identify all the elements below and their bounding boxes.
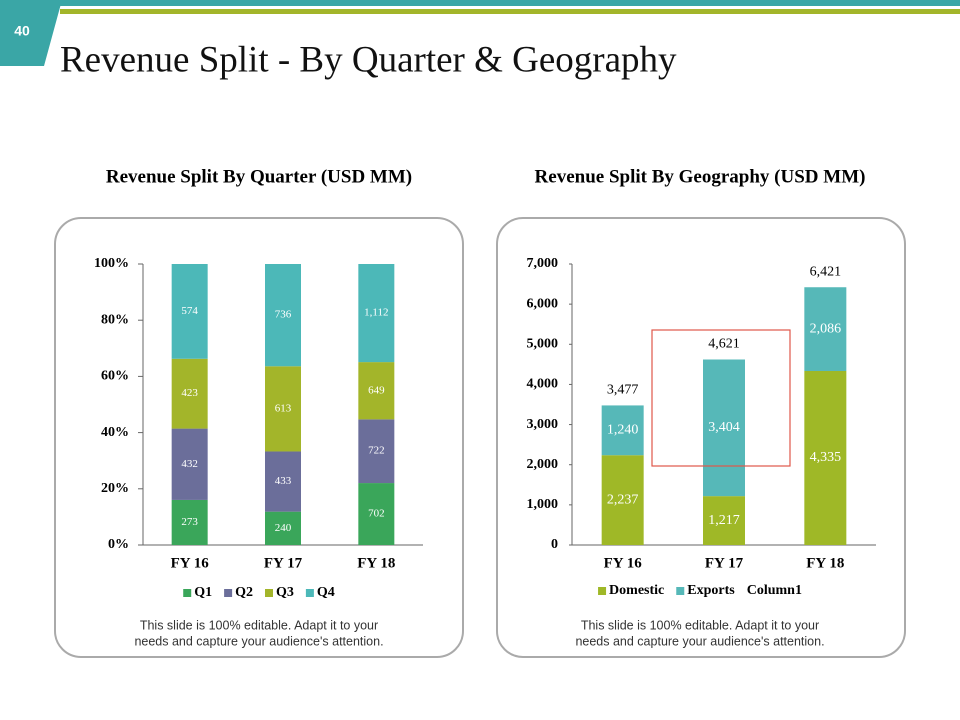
legend-swatch — [183, 589, 192, 597]
x-tick-label: FY 16 — [171, 555, 210, 571]
data-label: 433 — [275, 475, 292, 487]
note: needs and capture your audience's attent… — [575, 634, 824, 648]
data-label: 240 — [275, 522, 292, 534]
bar-segment — [804, 370, 847, 545]
y-tick-label: 7,000 — [527, 256, 559, 271]
data-label: 1,240 — [607, 423, 639, 438]
data-label: 1,217 — [708, 513, 740, 528]
legend: Domestic Exports Column1 — [598, 583, 802, 598]
y-tick-label: 100% — [94, 256, 129, 271]
y-tick-label: 20% — [101, 481, 129, 496]
legend-swatch — [265, 589, 273, 597]
chart-title: Revenue Split By Geography (USD MM) — [535, 166, 866, 187]
legend-label: Q4 — [317, 585, 335, 600]
bar-segment — [171, 428, 208, 500]
bar-segment — [804, 287, 847, 371]
y-tick-label: 80% — [101, 312, 129, 327]
legend-swatch — [598, 587, 607, 595]
bar-segment — [358, 264, 395, 363]
data-label: 3,404 — [708, 420, 740, 435]
bar-segment — [171, 499, 208, 545]
legend-label: Q1 — [194, 585, 212, 600]
bar-segment — [703, 359, 745, 497]
bar-segment — [171, 358, 208, 429]
bar-segment — [265, 511, 301, 545]
data-label: 273 — [181, 516, 198, 528]
bar-segment — [703, 496, 745, 545]
panel — [496, 217, 906, 658]
bar-segment — [265, 451, 301, 512]
note: This slide is 100% editable. Adapt it to… — [140, 618, 378, 632]
y-tick-label: 60% — [101, 369, 129, 384]
note: needs and capture your audience's attent… — [134, 634, 383, 648]
bar-segment — [358, 483, 395, 545]
page-number: 40 — [14, 23, 30, 39]
y-tick-label: 5,000 — [527, 337, 559, 352]
y-tick-label: 0 — [551, 537, 558, 552]
legend-swatch — [224, 589, 233, 597]
data-label: 432 — [181, 458, 198, 470]
x-tick-label: FY 17 — [705, 555, 744, 571]
legend-label: Column1 — [747, 583, 802, 598]
data-label: 423 — [181, 387, 198, 399]
legend-label: Exports — [687, 583, 735, 598]
bar-segment — [265, 264, 301, 367]
highlight-box — [651, 329, 791, 467]
bar-segment — [601, 405, 644, 456]
x-tick-label: FY 18 — [806, 555, 844, 571]
bar-segment — [358, 362, 395, 420]
chart-2: Revenue Split By Geography (USD MM) 0 1,00… — [527, 166, 876, 648]
bar-segment — [358, 419, 395, 484]
y-tick-label: 2,000 — [527, 457, 559, 472]
bar-segment — [265, 366, 301, 452]
x-tick-label: FY 17 — [264, 555, 303, 571]
total-label: 6,421 — [810, 264, 842, 279]
data-label: 4,335 — [810, 450, 842, 465]
note: This slide is 100% editable. Adapt it to… — [581, 618, 819, 632]
y-tick-label: 40% — [101, 425, 129, 440]
legend-label: Domestic — [609, 583, 664, 598]
legend: Q1 Q2 Q3 Q4 — [183, 585, 335, 600]
data-label: 574 — [181, 305, 198, 317]
top-stripe — [0, 0, 960, 6]
data-label: 702 — [368, 508, 385, 520]
total-label: 3,477 — [607, 383, 639, 398]
total-label: 4,621 — [708, 337, 740, 352]
data-label: 722 — [368, 445, 385, 457]
slide-title: Revenue Split - By Quarter & Geography — [60, 39, 677, 80]
legend-label: Q3 — [276, 585, 294, 600]
chart-1: Revenue Split By Quarter (USD MM) 0% 20% 40… — [94, 166, 423, 648]
data-label: 2,086 — [810, 321, 842, 336]
y-tick-label: 6,000 — [527, 296, 559, 311]
data-label: 649 — [368, 384, 385, 396]
chart-title: Revenue Split By Quarter (USD MM) — [106, 166, 412, 187]
bar-segment — [601, 455, 644, 545]
y-tick-label: 0% — [108, 537, 129, 552]
legend-label: Q2 — [235, 585, 253, 600]
data-label: 1,112 — [364, 307, 388, 319]
data-label: 2,237 — [607, 492, 639, 507]
data-label: 613 — [275, 402, 292, 414]
legend-swatch — [305, 589, 314, 597]
y-tick-label: 4,000 — [527, 377, 559, 392]
x-tick-label: FY 16 — [604, 555, 643, 571]
top-stripe-lime — [60, 9, 960, 14]
legend-swatch — [676, 587, 685, 595]
y-tick-label: 3,000 — [527, 417, 559, 432]
bar-segment — [171, 264, 208, 359]
x-tick-label: FY 18 — [357, 555, 395, 571]
page-badge — [0, 0, 62, 66]
y-tick-label: 1,000 — [527, 497, 559, 512]
data-label: 736 — [275, 309, 292, 321]
